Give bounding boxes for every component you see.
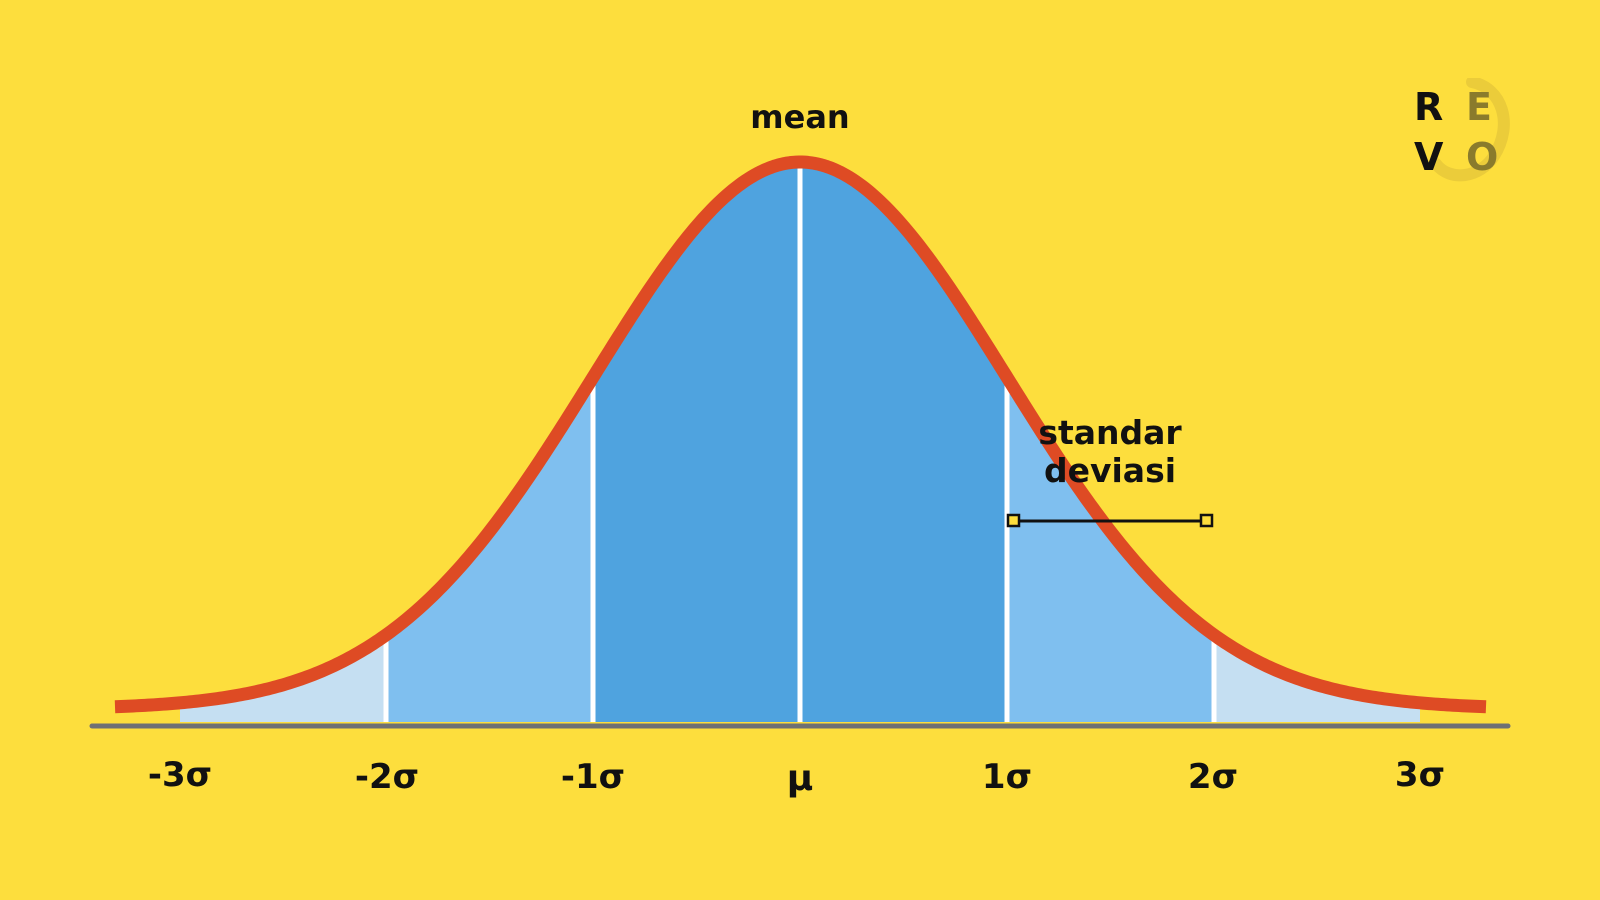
axis-labels: -3σ -2σ -1σ μ 1σ 2σ 3σ bbox=[148, 755, 1445, 799]
logo-swoosh bbox=[1430, 78, 1510, 182]
axis-label-3-sigma: 3σ bbox=[1395, 755, 1445, 795]
logo-letter-r: R bbox=[1414, 85, 1443, 129]
axis-label-1-sigma: 1σ bbox=[982, 757, 1032, 797]
sigma-dividers bbox=[383, 168, 1217, 722]
axis-label-minus-2-sigma: -2σ bbox=[355, 757, 419, 797]
axis-label-minus-1-sigma: -1σ bbox=[561, 757, 625, 797]
stdev-bracket-left-handle bbox=[1006, 513, 1021, 528]
stdev-bracket bbox=[1006, 513, 1214, 528]
stdev-label-line2: deviasi bbox=[1044, 451, 1176, 490]
logo-letter-o: O bbox=[1466, 135, 1498, 179]
axis-label-minus-3-sigma: -3σ bbox=[148, 755, 212, 795]
axis-label-2-sigma: 2σ bbox=[1188, 757, 1238, 797]
axis-label-mu: μ bbox=[787, 758, 814, 799]
stdev-label-line1: standar bbox=[1038, 413, 1182, 452]
stdev-bracket-right-handle bbox=[1199, 513, 1214, 528]
logo-letter-v: V bbox=[1414, 135, 1444, 179]
mean-label: mean bbox=[750, 98, 849, 136]
logo-letter-e: E bbox=[1466, 85, 1492, 129]
revo-logo: R E V O bbox=[1414, 78, 1510, 182]
bell-curve bbox=[111, 155, 1490, 714]
